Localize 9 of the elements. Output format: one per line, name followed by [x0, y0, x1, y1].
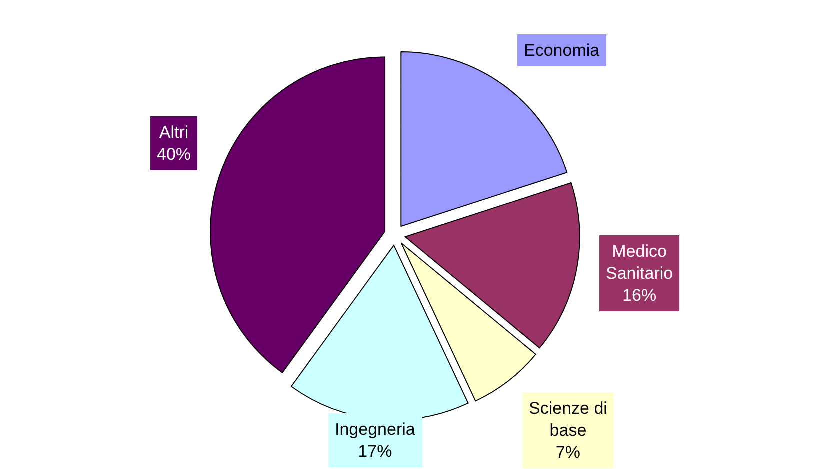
- slice-label: Scienze di base: [529, 399, 608, 440]
- slice-label: Medico Sanitario: [606, 242, 674, 284]
- slice-label: Economia: [524, 41, 600, 60]
- data-label: 17%: [358, 442, 392, 462]
- data-label: 40%: [157, 145, 192, 164]
- slice-label: Ingegneria: [335, 420, 416, 439]
- slice-label: Altri: [159, 123, 189, 142]
- data-label: 16%: [622, 286, 657, 306]
- data-label: 7%: [556, 443, 581, 462]
